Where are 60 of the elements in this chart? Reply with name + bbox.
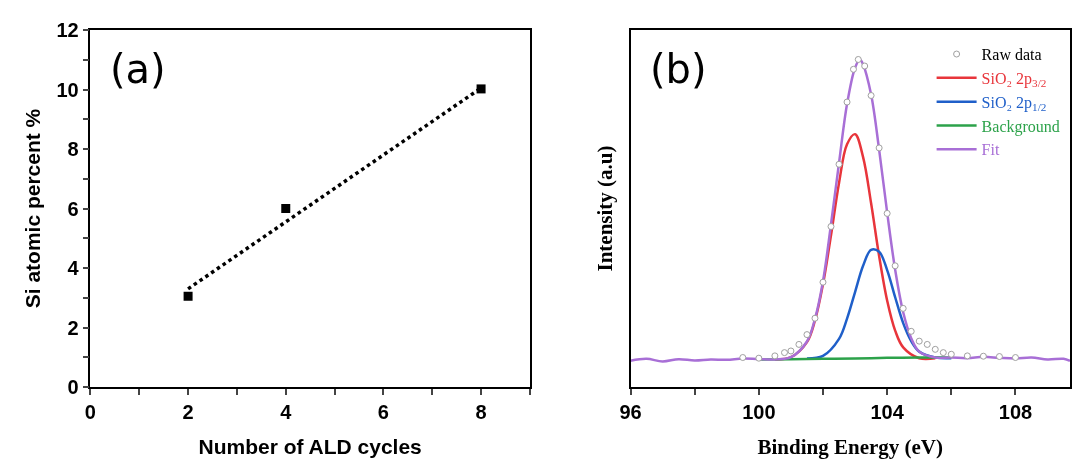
- point: [739, 354, 747, 362]
- point: [781, 349, 788, 357]
- point: [755, 354, 763, 362]
- x-tick-label: 8: [475, 400, 487, 423]
- x-tick-label: 100: [742, 400, 776, 423]
- point: [923, 340, 931, 348]
- point: [849, 65, 857, 73]
- x-tick-label: 104: [870, 400, 905, 423]
- point: [827, 223, 835, 231]
- point: [939, 349, 947, 357]
- x-tick-label: 96: [619, 400, 642, 423]
- y-tick-label: 2: [67, 316, 79, 339]
- point: [281, 204, 291, 213]
- point: [979, 352, 987, 360]
- x-tick-label: 6: [377, 400, 389, 423]
- y-tick-label: 6: [67, 197, 79, 220]
- point: [963, 352, 971, 360]
- point: [883, 209, 891, 217]
- point: [1011, 354, 1019, 362]
- point: [891, 262, 899, 270]
- point: [861, 62, 869, 70]
- annotation: (b): [650, 46, 707, 92]
- x-tick-label: 4: [280, 400, 293, 423]
- point: [811, 314, 819, 322]
- point: [875, 144, 883, 152]
- y-tick-label: 8: [67, 138, 79, 160]
- y-axis-title: Si atomic percent %: [21, 108, 45, 309]
- y-axis-title: Intensity (a.u): [593, 145, 618, 272]
- point: [803, 331, 811, 339]
- y-tick-label: 12: [56, 19, 79, 41]
- point: [787, 347, 795, 355]
- x-tick-label: 2: [182, 400, 194, 423]
- point: [899, 304, 907, 312]
- point: [907, 327, 915, 335]
- legend-label: Fit: [981, 141, 1000, 159]
- x-tick-label: 108: [998, 400, 1033, 423]
- point: [819, 278, 827, 286]
- point: [795, 340, 803, 348]
- point: [183, 291, 193, 301]
- point: [835, 160, 843, 168]
- point: [476, 84, 486, 94]
- point: [995, 353, 1003, 361]
- x-tick-label: 0: [84, 400, 96, 423]
- point: [867, 92, 875, 99]
- legend-label: Raw data: [981, 46, 1042, 64]
- point: [771, 352, 779, 360]
- point: [854, 55, 862, 63]
- y-tick-label: 4: [67, 257, 80, 279]
- point: [931, 345, 939, 353]
- legend-label: Background: [981, 117, 1060, 136]
- legend-label: SiO₂ 2p$_{3/2}$: [981, 70, 1047, 90]
- point: [843, 98, 851, 106]
- x-axis-title: Number of ALD cycles: [198, 435, 422, 459]
- legend-label: SiO₂ 2p$_{1/2}$: [981, 93, 1047, 114]
- x-axis-title: Binding Energy (eV): [757, 435, 944, 460]
- annotation: (a): [110, 46, 166, 92]
- point: [947, 350, 955, 358]
- point: [915, 337, 923, 345]
- y-tick-label: 10: [56, 78, 79, 101]
- y-tick-label: 0: [67, 376, 79, 398]
